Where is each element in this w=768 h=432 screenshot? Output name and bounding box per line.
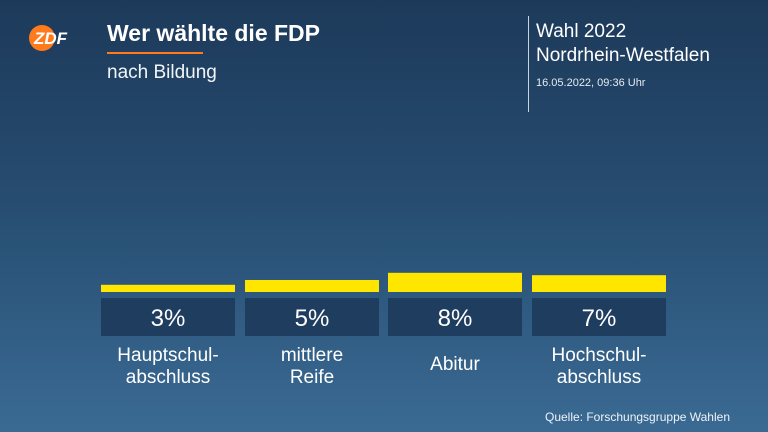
- category-label-line: abschluss: [557, 367, 642, 388]
- election-title: Wahl 2022: [536, 21, 627, 42]
- category-label: Hauptschul-abschluss: [117, 345, 218, 388]
- bar: [532, 275, 666, 292]
- header-divider: [528, 16, 529, 112]
- category-label-line: Abitur: [430, 354, 480, 375]
- bar: [388, 272, 522, 292]
- value-box: [532, 298, 666, 336]
- data-label: 8%: [438, 305, 473, 332]
- category-label-line: Hochschul-: [551, 345, 646, 366]
- value-box: [101, 298, 235, 336]
- category-label-line: abschluss: [126, 367, 211, 388]
- source-note: Quelle: Forschungsgruppe Wahlen: [545, 410, 730, 424]
- category-label-line: Reife: [290, 367, 334, 388]
- category-label-line: mittlere: [281, 345, 343, 366]
- election-region: Nordrhein-Westfalen: [536, 45, 710, 66]
- data-label: 7%: [582, 305, 617, 332]
- bar: [101, 284, 235, 292]
- chart-subtitle: nach Bildung: [107, 62, 217, 83]
- category-label-line: Hauptschul-: [117, 345, 218, 366]
- timestamp: 16.05.2022, 09:36 Uhr: [536, 77, 646, 89]
- zdf-logo: ZDF: [29, 25, 68, 51]
- category-label: mittlere Reife: [281, 345, 343, 388]
- data-label: 3%: [151, 305, 186, 332]
- bar: [245, 280, 379, 292]
- value-box: [388, 298, 522, 336]
- category-label: Hochschul-abschluss: [551, 345, 646, 388]
- category-label: Abitur: [430, 354, 480, 375]
- logo-text: ZDF: [33, 29, 68, 48]
- election-info: Wahl 2022 Nordrhein-Westfalen: [536, 20, 710, 68]
- value-box: [245, 298, 379, 336]
- chart-title: Wer wählte die FDP: [107, 20, 321, 46]
- title-underline: [107, 52, 203, 54]
- data-label: 5%: [295, 305, 330, 332]
